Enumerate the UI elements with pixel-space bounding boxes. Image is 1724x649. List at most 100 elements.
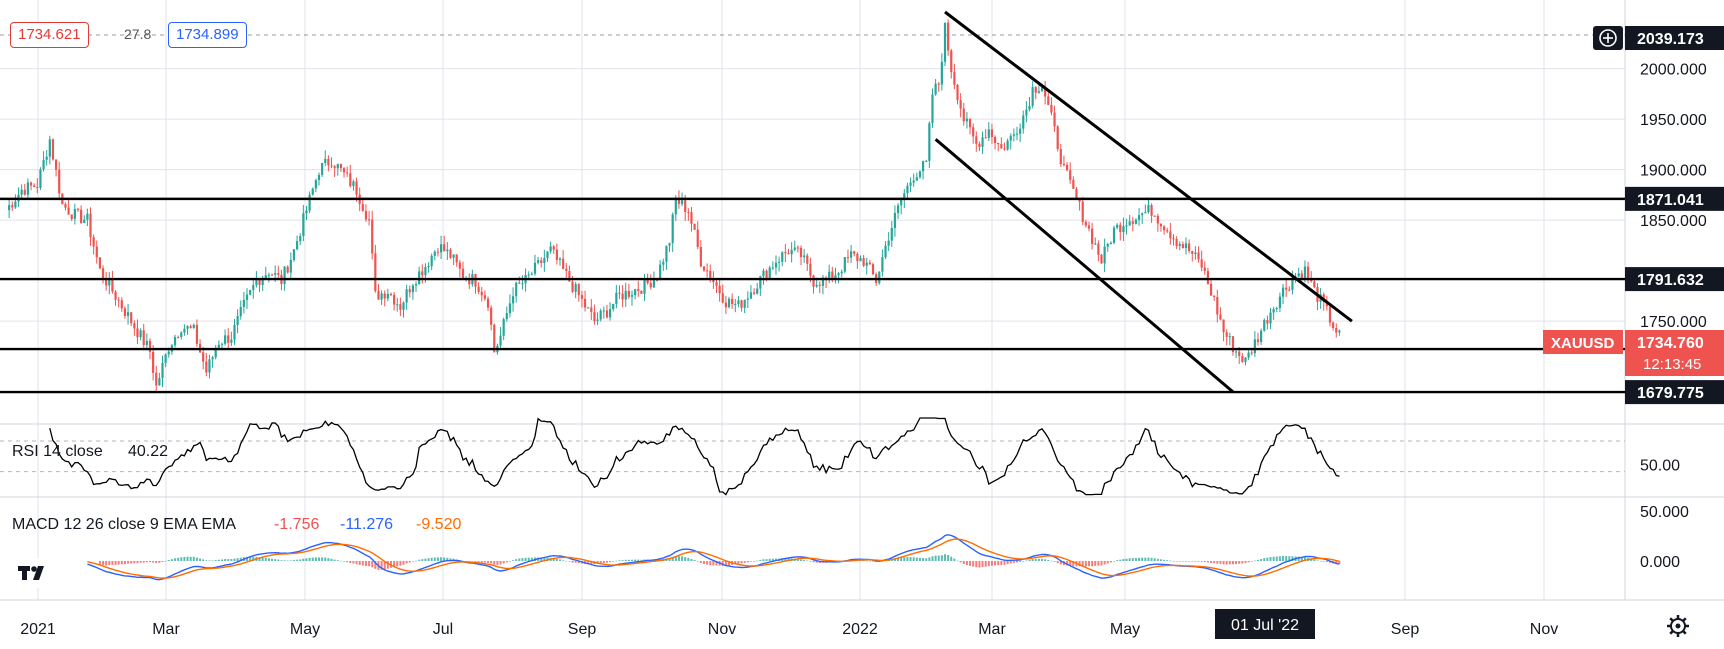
macd-histogram-bar <box>552 558 555 561</box>
macd-histogram-bar <box>1175 561 1178 562</box>
candle-body <box>546 251 549 259</box>
macd-histogram-bar <box>962 561 965 565</box>
time-tick-label: May <box>1110 621 1140 638</box>
macd-histogram-bar <box>224 559 227 561</box>
candle-body <box>418 271 421 285</box>
macd-histogram-bar <box>771 558 774 561</box>
macd-histogram-bar <box>318 557 320 561</box>
candle-body <box>571 281 574 292</box>
channel-upper-line <box>944 10 1353 323</box>
macd-histogram-bar <box>349 561 352 564</box>
candle-body <box>1075 188 1078 199</box>
macd-histogram-bar <box>346 561 349 563</box>
candle-body <box>302 213 305 237</box>
candle-body <box>1097 243 1100 255</box>
macd-histogram-bar <box>512 560 515 561</box>
candle-body <box>1253 339 1256 354</box>
macd-histogram-bar <box>496 561 499 565</box>
candle-body <box>239 306 242 317</box>
candle-body <box>1003 148 1006 150</box>
candle-body <box>1137 215 1141 220</box>
macd-histogram-bar <box>803 559 806 561</box>
candle-body <box>1153 215 1156 217</box>
candle-body <box>693 223 696 230</box>
macd-histogram-bar <box>671 557 674 561</box>
macd-histogram-bar <box>944 554 946 561</box>
macd-histogram-bar <box>1069 561 1072 566</box>
candle-body <box>1285 287 1288 290</box>
macd-histogram-bar <box>214 560 217 561</box>
candle-body <box>452 254 455 258</box>
candle-body <box>831 271 834 279</box>
candle-body <box>806 255 809 264</box>
macd-histogram-bar <box>637 559 640 561</box>
macd-histogram-bar <box>1125 558 1128 561</box>
macd-histogram-bar <box>756 560 759 562</box>
candle-body <box>217 344 220 350</box>
candle-body <box>912 180 915 183</box>
level-price-tag <box>1625 186 1724 211</box>
macd-histogram-bar <box>530 557 533 561</box>
macd-histogram-bar <box>1134 557 1137 561</box>
candle-body <box>790 249 793 255</box>
macd-histogram-bar <box>702 561 705 565</box>
candle-body <box>242 299 245 307</box>
candle-body <box>793 247 796 250</box>
candle-body <box>486 298 490 308</box>
macd-histogram-bar <box>161 561 164 562</box>
macd-histogram-bar <box>327 558 330 561</box>
plus-circle-icon[interactable] <box>1593 26 1623 50</box>
candle-body <box>809 263 812 276</box>
macd-histogram-bar <box>931 556 934 561</box>
candle-body <box>224 335 227 344</box>
candle-body <box>393 294 396 305</box>
macd-histogram-bar <box>374 561 377 569</box>
tradingview-logo-icon[interactable] <box>12 558 54 588</box>
macd-histogram-bar <box>1172 560 1175 562</box>
macd-histogram-bar <box>612 561 615 562</box>
macd-tick-label: 0.000 <box>1640 554 1680 571</box>
settings-gear-icon[interactable] <box>1667 615 1689 637</box>
macd-histogram-bar <box>1031 559 1034 561</box>
candle-body <box>1150 205 1153 216</box>
candle-body <box>784 252 787 254</box>
sell-price-button[interactable]: 1734.621 <box>10 22 89 48</box>
rsi-pane: 50.00 <box>0 417 1680 496</box>
candle-body <box>439 244 443 253</box>
trend-channel[interactable] <box>934 10 1353 394</box>
macd-histogram-bar <box>117 561 120 565</box>
macd-histogram-bar <box>947 554 950 561</box>
candle-body <box>92 237 95 247</box>
candle-body <box>1263 320 1266 331</box>
macd-histogram-bar <box>956 560 959 562</box>
candle-body <box>962 108 965 122</box>
candle-body <box>671 214 674 244</box>
macd-histogram-bar <box>1091 561 1094 567</box>
macd-histogram-bar <box>148 561 151 563</box>
candle-body <box>1281 287 1285 297</box>
macd-histogram-bar <box>1006 561 1009 565</box>
candle-body <box>1116 224 1119 228</box>
macd-histogram-bar <box>690 558 693 561</box>
candle-body <box>975 136 978 144</box>
macd-histogram-bar <box>308 557 311 561</box>
candle-body <box>965 118 969 122</box>
macd-histogram-bar <box>1297 556 1300 561</box>
macd-histogram-bar <box>471 561 474 562</box>
candle-body <box>1044 86 1047 97</box>
macd-histogram-bar <box>540 557 543 561</box>
macd-histogram-bar <box>271 558 274 561</box>
candle-body <box>987 129 990 138</box>
candle-body <box>1306 266 1310 279</box>
current-price-label: 1734.760 <box>1637 335 1704 352</box>
candle-body <box>1106 244 1109 247</box>
macd-histogram-bar <box>759 559 762 561</box>
buy-price-button[interactable]: 1734.899 <box>168 22 247 48</box>
candle-body <box>1050 104 1053 113</box>
candle-body <box>249 289 252 295</box>
macd-histogram-value: -9.520 <box>416 516 461 533</box>
macd-histogram-bar <box>1084 561 1087 567</box>
